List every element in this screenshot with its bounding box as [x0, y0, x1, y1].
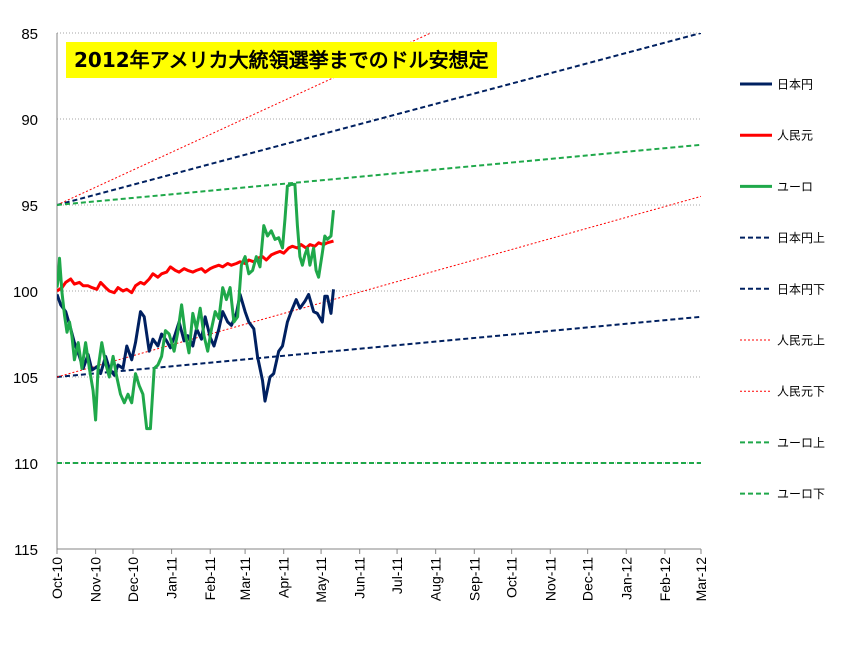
legend-label: 人民元: [777, 129, 813, 143]
series-line-8: [57, 143, 701, 206]
x-tick-label: Mar-11: [237, 557, 253, 601]
legend-label: ユーロ: [777, 180, 813, 194]
legend-label: ユーロ上: [777, 436, 825, 450]
x-tick-label: Feb-11: [202, 557, 218, 601]
x-tick-label: Dec-10: [125, 557, 141, 602]
y-tick-label: 90: [21, 112, 38, 129]
series-line-5: [57, 315, 701, 378]
x-tick-label: Nov-10: [88, 557, 104, 602]
x-tick-label: Jan-11: [164, 557, 180, 599]
series-line-2: [57, 239, 334, 295]
y-tick-label: 100: [13, 284, 38, 301]
x-tick-label: Jan-12: [618, 557, 634, 600]
x-tick-label: Sep-11: [466, 557, 482, 601]
y-tick-label: 105: [13, 370, 38, 387]
x-tick-label: Oct-10: [49, 557, 65, 599]
x-tick-label: Feb-12: [657, 557, 673, 602]
legend-label: 日本円上: [777, 231, 825, 245]
y-tick-label: 95: [21, 198, 38, 215]
legend-label: 人民元上: [777, 334, 825, 348]
y-tick-label: 110: [14, 456, 38, 473]
legend-label: 日本円下: [777, 282, 825, 296]
series-line-3: [57, 182, 335, 431]
chart-title: 2012年アメリカ大統領選挙までのドル安想定: [66, 42, 497, 78]
x-tick-label: Oct-11: [504, 557, 520, 598]
x-tick-label: Dec-11: [580, 557, 596, 601]
legend-label: 人民元下: [777, 385, 825, 399]
y-tick-label: 85: [21, 26, 38, 43]
x-tick-label: Aug-11: [428, 557, 444, 601]
series-line-6: [57, 33, 431, 206]
x-tick-label: Jun-11: [352, 557, 368, 599]
legend-label: 日本円: [777, 78, 813, 92]
x-tick-label: Mar-12: [693, 557, 709, 602]
series-line-7: [57, 195, 701, 378]
y-tick-label: 115: [14, 542, 38, 559]
x-tick-label: May-11: [313, 557, 329, 603]
series-line-4: [57, 33, 701, 206]
axis-layer: 85 90 95 100 105 110 115 Oct-10 Nov-10 Dec-10 Jan-…: [13, 26, 709, 603]
x-tick-label: Jul-11: [389, 557, 405, 594]
x-tick-label: Apr-11: [276, 557, 292, 598]
x-tick-label: Nov-11: [542, 557, 558, 601]
series-layer: [57, 33, 701, 464]
legend-label: ユーロ下: [777, 487, 825, 501]
